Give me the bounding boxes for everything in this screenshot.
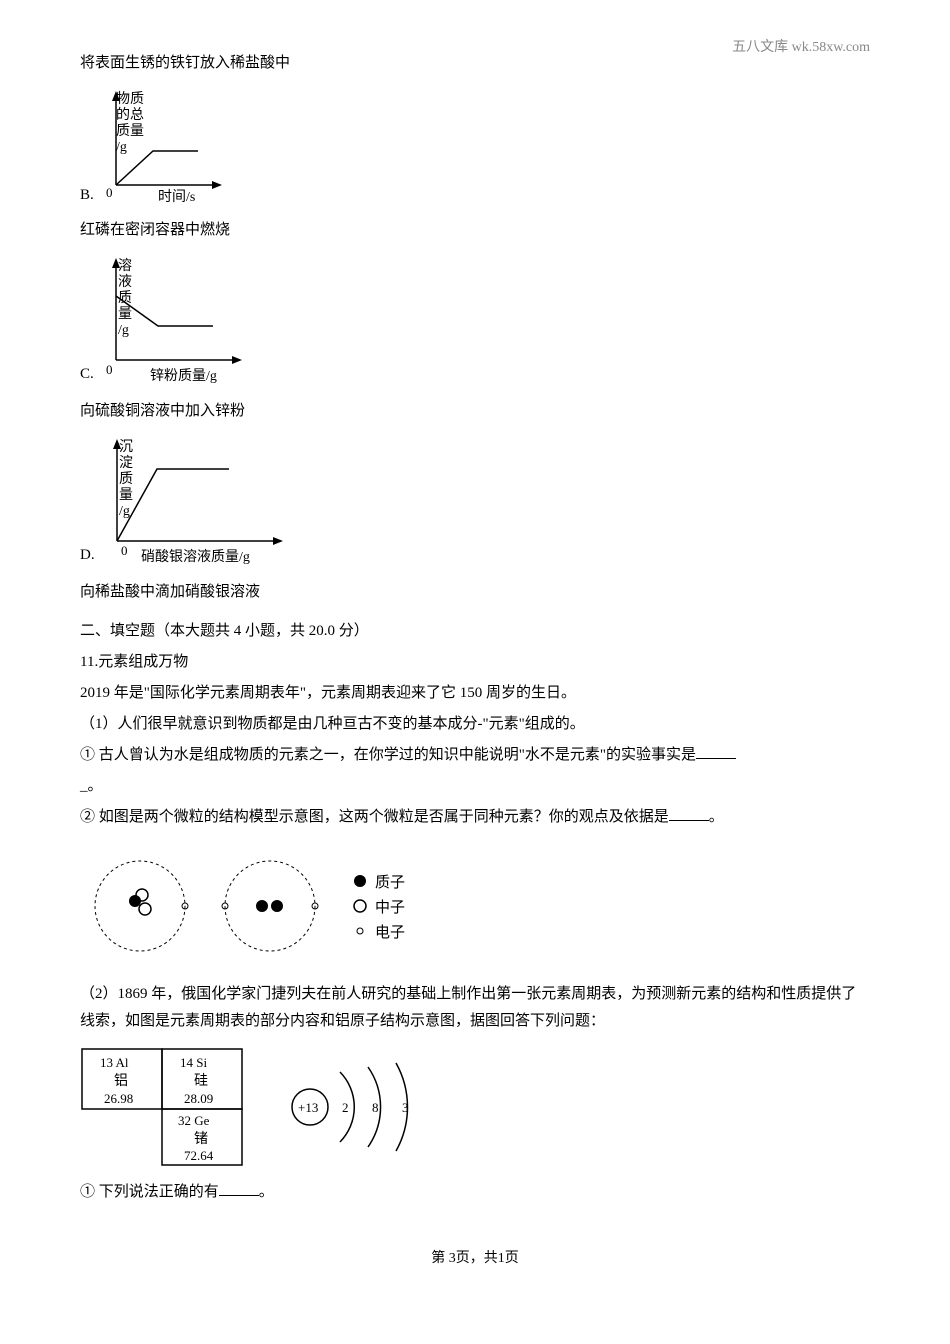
- q11-sub2-period: 。: [709, 809, 724, 825]
- option-d-caption: 向稀盐酸中滴加硝酸银溶液: [80, 579, 870, 606]
- q11-sub1-period: 。: [88, 778, 103, 794]
- option-d-chart: 沉 淀 质 量 /g 0 硝酸银溶液质量/g: [99, 437, 299, 569]
- page-number: 第 3页，共1页: [80, 1246, 870, 1271]
- al-name: 铝: [114, 1073, 128, 1089]
- atom1-neutron2: [136, 889, 148, 901]
- watermark-text: 五八文库 wk.58xw.com: [732, 35, 870, 60]
- atom-structure-svg: +13 2 8 3: [280, 1057, 440, 1157]
- q11-sub2-blank[interactable]: [669, 806, 709, 821]
- section-2-title: 二、填空题（本大题共 4 小题，共 20.0 分）: [80, 618, 870, 645]
- atom2-proton2: [271, 900, 283, 912]
- d-data-line: [117, 469, 229, 541]
- c-origin: 0: [106, 362, 113, 377]
- q11-intro: 2019 年是"国际化学元素周期表年"，元素周期表迎来了它 150 周岁的生日。: [80, 680, 870, 707]
- shell-3-text: 3: [402, 1100, 409, 1115]
- legend-proton-label: 质子: [375, 874, 405, 891]
- periodic-figure: 13 Al 铝 26.98 14 Si 硅 28.09 32 Ge 锗 72.6…: [80, 1047, 870, 1167]
- d-ylabel-4: 量: [119, 487, 133, 503]
- q11-sub3-text: ① 下列说法正确的有: [80, 1184, 219, 1200]
- c-ylabel-3: 质: [118, 290, 132, 306]
- q11-sub3-blank[interactable]: [219, 1181, 259, 1196]
- shell-1-text: 2: [342, 1100, 349, 1115]
- c-xlabel: 锌粉质量/g: [150, 368, 217, 384]
- shell-2-text: 8: [372, 1100, 379, 1115]
- b-ylabel-1: 物质: [116, 91, 144, 107]
- legend-neutron-label: 中子: [375, 899, 405, 916]
- atom2-proton1: [256, 900, 268, 912]
- option-c-row: C. 溶 液 质 量 /g 0 锌粉质量/g: [80, 256, 870, 388]
- option-b-chart: 物质 的总 质量 /g 0 时间/s: [98, 89, 238, 209]
- ge-num: 32 Ge: [178, 1113, 210, 1128]
- q11-title: 11.元素组成万物: [80, 649, 870, 676]
- b-xlabel: 时间/s: [158, 189, 195, 205]
- legend-proton-icon: [354, 875, 366, 887]
- legend-electron-icon: [357, 928, 363, 934]
- b-ylabel-4: /g: [116, 140, 127, 155]
- c-ylabel-1: 溶: [118, 258, 132, 274]
- option-d-row: D. 沉 淀 质 量 /g 0 硝酸银溶液质量/g: [80, 437, 870, 569]
- q11-sub1-end: _。: [80, 773, 870, 800]
- d-origin: 0: [121, 543, 128, 558]
- legend-neutron-icon: [354, 900, 366, 912]
- q11-sub2: ② 如图是两个微粒的结构模型示意图，这两个微粒是否属于同种元素？你的观点及依据是…: [80, 804, 870, 831]
- option-b-label: B.: [80, 182, 94, 209]
- option-c-label: C.: [80, 361, 94, 388]
- b-ylabel-2: 的总: [116, 107, 144, 123]
- d-ylabel-1: 沉: [119, 439, 133, 455]
- d-ylabel-5: /g: [119, 504, 130, 519]
- option-b-caption: 红磷在密闭容器中燃烧: [80, 217, 870, 244]
- al-mass: 26.98: [104, 1091, 133, 1106]
- b-x-arrow: [212, 181, 222, 189]
- d-ylabel-2: 淀: [119, 455, 133, 471]
- option-d-label: D.: [80, 542, 95, 569]
- si-mass: 28.09: [184, 1091, 213, 1106]
- c-ylabel-4: 量: [118, 306, 132, 322]
- c-x-arrow: [232, 356, 242, 364]
- atom1-neutron1: [139, 903, 151, 915]
- option-c-chart: 溶 液 质 量 /g 0 锌粉质量/g: [98, 256, 258, 388]
- option-b-row: B. 物质 的总 质量 /g 0 时间/s: [80, 89, 870, 209]
- nucleus-text: +13: [298, 1100, 318, 1115]
- legend-electron-label: 电子: [375, 924, 405, 941]
- particle-figure: 质子 中子 电子: [80, 851, 870, 961]
- option-c-caption: 向硫酸铜溶液中加入锌粉: [80, 398, 870, 425]
- al-num: 13 Al: [100, 1055, 129, 1070]
- q11-part2: （2）1869 年，俄国化学家门捷列夫在前人研究的基础上制作出第一张元素周期表，…: [80, 981, 870, 1035]
- ge-name: 锗: [194, 1131, 208, 1147]
- d-xlabel: 硝酸银溶液质量/g: [141, 549, 250, 565]
- c-ylabel-2: 液: [118, 274, 132, 290]
- b-data-line: [116, 151, 198, 185]
- q11-sub3-period: 。: [259, 1184, 274, 1200]
- b-ylabel-3: 质量: [116, 123, 144, 139]
- q11-part1: （1）人们很早就意识到物质都是由几种亘古不变的基本成分-"元素"组成的。: [80, 711, 870, 738]
- c-ylabel-5: /g: [118, 323, 129, 338]
- b-origin: 0: [106, 185, 113, 200]
- atom2-orbit: [225, 861, 315, 951]
- periodic-table-svg: 13 Al 铝 26.98 14 Si 硅 28.09 32 Ge 锗 72.6…: [80, 1047, 250, 1167]
- q11-sub2-text: ② 如图是两个微粒的结构模型示意图，这两个微粒是否属于同种元素？你的观点及依据是: [80, 809, 669, 825]
- q11-sub1-text: ① 古人曾认为水是组成物质的元素之一，在你学过的知识中能说明"水不是元素"的实验…: [80, 747, 696, 763]
- q11-sub1-blank[interactable]: [696, 744, 736, 759]
- si-num: 14 Si: [180, 1055, 207, 1070]
- d-ylabel-3: 质: [119, 471, 133, 487]
- si-name: 硅: [194, 1073, 208, 1089]
- q11-sub3: ① 下列说法正确的有 。: [80, 1179, 870, 1206]
- q11-sub1: ① 古人曾认为水是组成物质的元素之一，在你学过的知识中能说明"水不是元素"的实验…: [80, 742, 870, 769]
- d-x-arrow: [273, 537, 283, 545]
- ge-mass: 72.64: [184, 1148, 214, 1163]
